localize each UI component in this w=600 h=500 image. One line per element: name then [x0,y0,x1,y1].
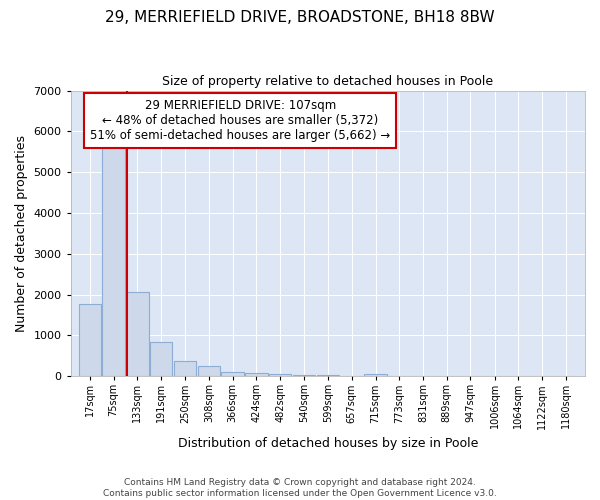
Bar [103,142,125,376]
Bar [126,292,149,376]
Bar [364,374,387,376]
Bar [150,342,172,376]
Y-axis label: Number of detached properties: Number of detached properties [15,135,28,332]
Bar [269,374,292,376]
Title: Size of property relative to detached houses in Poole: Size of property relative to detached ho… [162,75,493,88]
X-axis label: Distribution of detached houses by size in Poole: Distribution of detached houses by size … [178,437,478,450]
Text: 29 MERRIEFIELD DRIVE: 107sqm
← 48% of detached houses are smaller (5,372)
51% of: 29 MERRIEFIELD DRIVE: 107sqm ← 48% of de… [90,99,391,142]
Bar [79,304,101,376]
Bar [174,362,196,376]
Bar [293,375,315,376]
Text: Contains HM Land Registry data © Crown copyright and database right 2024.
Contai: Contains HM Land Registry data © Crown c… [103,478,497,498]
Text: 29, MERRIEFIELD DRIVE, BROADSTONE, BH18 8BW: 29, MERRIEFIELD DRIVE, BROADSTONE, BH18 … [105,10,495,25]
Bar [245,373,268,376]
Bar [197,366,220,376]
Bar [221,372,244,376]
